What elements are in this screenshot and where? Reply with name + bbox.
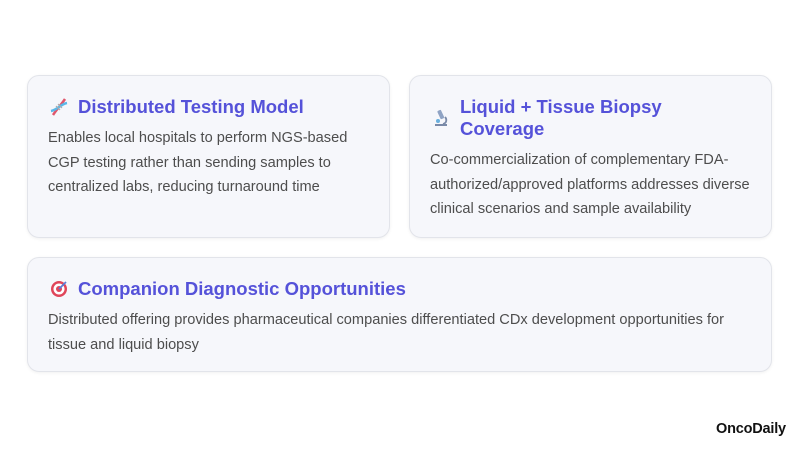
microscope-icon: [430, 107, 452, 129]
card-title: Liquid + Tissue Biopsy Coverage: [430, 96, 751, 140]
card-body: Enables local hospitals to perform NGS-b…: [48, 130, 348, 195]
card-title-text: Liquid + Tissue Biopsy Coverage: [459, 96, 662, 139]
card-title-text: Companion Diagnostic Opportunities: [78, 278, 406, 299]
card-title: Distributed Testing Model: [48, 96, 369, 118]
oncodaily-logo: OncoDaily: [716, 421, 786, 437]
target-icon: [48, 278, 70, 300]
card-distributed-testing: Distributed Testing Model Enables local …: [27, 75, 390, 238]
card-companion-diagnostic: Companion Diagnostic Opportunities Distr…: [27, 257, 772, 372]
card-title: Companion Diagnostic Opportunities: [48, 278, 751, 300]
dna-icon: [48, 96, 70, 118]
card-body: Distributed offering provides pharmaceut…: [48, 312, 725, 353]
card-title-text: Distributed Testing Model: [78, 96, 304, 117]
card-biopsy-coverage: Liquid + Tissue Biopsy Coverage Co-comme…: [409, 75, 772, 238]
card-body: Co-commercialization of complementary FD…: [430, 152, 750, 217]
